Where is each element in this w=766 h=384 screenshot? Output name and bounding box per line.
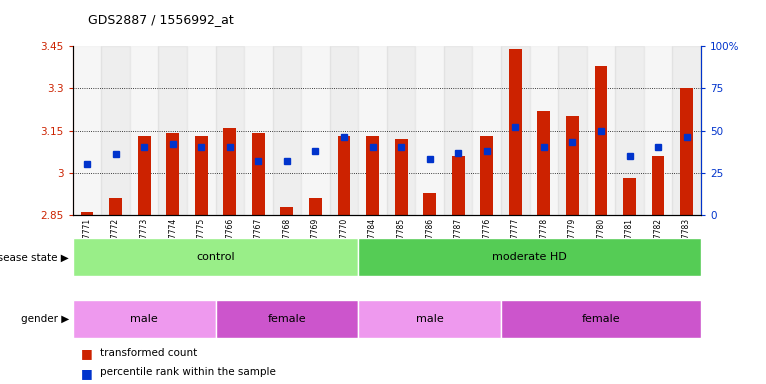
Bar xyxy=(444,46,473,215)
Bar xyxy=(623,179,636,215)
Bar xyxy=(73,300,215,338)
Bar xyxy=(80,212,93,215)
Bar xyxy=(130,46,159,215)
Bar xyxy=(244,46,273,215)
Bar xyxy=(215,46,244,215)
Bar xyxy=(473,46,501,215)
Bar xyxy=(366,136,379,215)
Bar xyxy=(195,136,208,215)
Bar xyxy=(309,198,322,215)
Bar xyxy=(166,133,179,215)
Text: transformed count: transformed count xyxy=(100,348,197,358)
Bar xyxy=(110,198,122,215)
Bar xyxy=(73,46,101,215)
Bar xyxy=(252,133,265,215)
Bar xyxy=(509,49,522,215)
Bar xyxy=(215,300,358,338)
Text: moderate HD: moderate HD xyxy=(493,252,567,262)
Text: female: female xyxy=(267,314,306,324)
Bar xyxy=(643,46,673,215)
Bar xyxy=(558,46,587,215)
Bar xyxy=(358,46,387,215)
Bar xyxy=(280,207,293,215)
Bar xyxy=(358,238,701,276)
Text: male: male xyxy=(416,314,444,324)
Bar xyxy=(538,111,550,215)
Text: ■: ■ xyxy=(80,348,92,361)
Bar xyxy=(187,46,215,215)
Text: female: female xyxy=(581,314,620,324)
Bar xyxy=(338,136,350,215)
Bar xyxy=(73,238,358,276)
Bar xyxy=(673,46,701,215)
Text: control: control xyxy=(196,252,235,262)
Bar xyxy=(652,156,664,215)
Text: GDS2887 / 1556992_at: GDS2887 / 1556992_at xyxy=(88,13,234,26)
Bar xyxy=(273,46,301,215)
Bar xyxy=(480,136,493,215)
Bar xyxy=(159,46,187,215)
Bar xyxy=(415,46,444,215)
Bar xyxy=(329,46,358,215)
Text: male: male xyxy=(130,314,158,324)
Bar xyxy=(529,46,558,215)
Bar xyxy=(566,116,579,215)
Text: disease state ▶: disease state ▶ xyxy=(0,252,69,262)
Bar xyxy=(501,300,701,338)
Bar xyxy=(594,66,607,215)
Bar xyxy=(680,88,693,215)
Text: percentile rank within the sample: percentile rank within the sample xyxy=(100,367,276,377)
Bar xyxy=(101,46,130,215)
Text: ■: ■ xyxy=(80,367,92,380)
Bar xyxy=(301,46,329,215)
Bar xyxy=(224,128,236,215)
Bar xyxy=(138,136,151,215)
Bar xyxy=(501,46,529,215)
Bar xyxy=(424,192,436,215)
Bar xyxy=(452,156,465,215)
Bar xyxy=(394,139,408,215)
Bar xyxy=(615,46,643,215)
Bar xyxy=(358,300,501,338)
Text: gender ▶: gender ▶ xyxy=(21,314,69,324)
Bar xyxy=(387,46,415,215)
Bar xyxy=(587,46,615,215)
